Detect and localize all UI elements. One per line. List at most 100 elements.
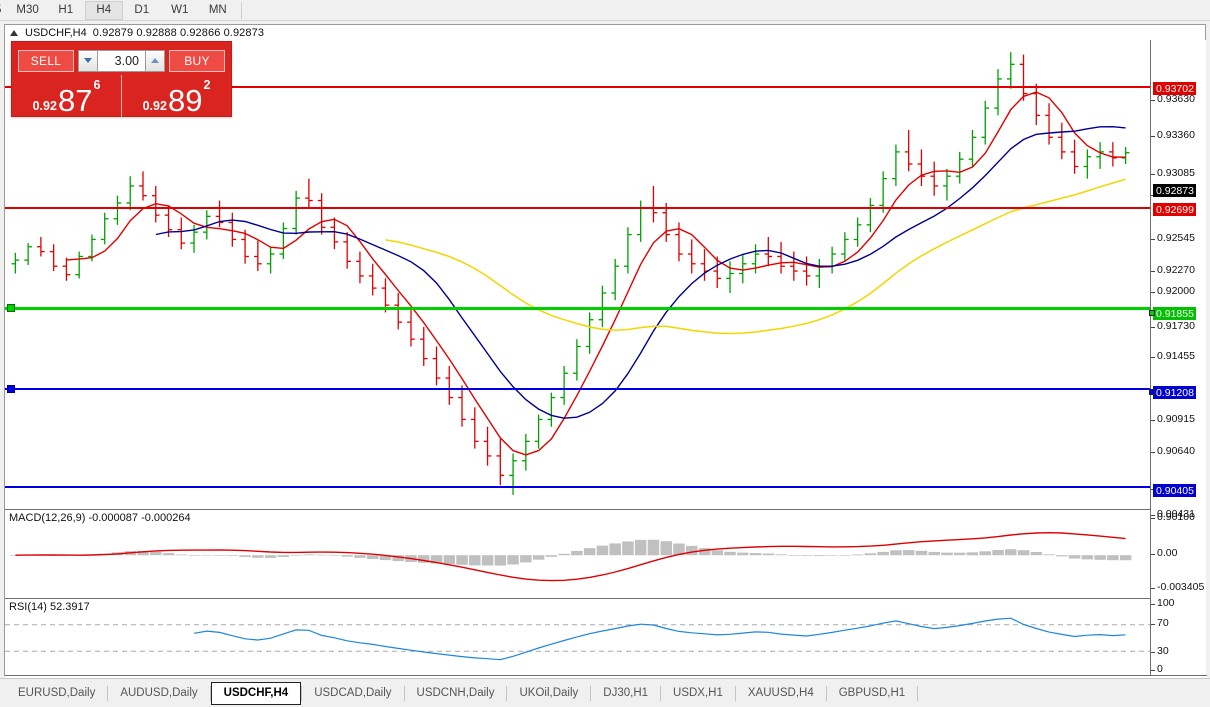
macd-canvas [9, 531, 1132, 582]
price-tick-label: 0.92270 [1157, 264, 1195, 276]
tab-divider [590, 685, 592, 701]
buy-price-button[interactable]: 0.92 89 2 [122, 75, 231, 118]
tick-dash [1151, 271, 1155, 272]
chart-tab-audusd-daily[interactable]: AUDUSD,Daily [120, 687, 198, 699]
chart-symbol-label: USDCHF,H4 [25, 26, 87, 39]
timeframe-button-5[interactable]: 5 [0, 1, 8, 20]
sell-price-point: 6 [93, 78, 101, 92]
chart-window: USDCHF,H4 0.92879 0.92888 0.92866 0.9287… [4, 24, 1207, 691]
level-drag-handle[interactable] [1149, 310, 1155, 316]
buy-price-point: 2 [203, 78, 211, 92]
volume-input[interactable]: 3.00 [98, 49, 145, 72]
level-drag-handle[interactable] [1149, 389, 1155, 395]
price-tag-red[interactable]: 0.93702 [1153, 82, 1196, 95]
price-tick-label: 0.93085 [1157, 167, 1195, 179]
level-anchor-handle[interactable] [7, 385, 15, 393]
chart-tab-xauusd-h4[interactable]: XAUUSD,H4 [747, 687, 814, 699]
tick-dash [1151, 652, 1155, 653]
level-line-support-green[interactable] [5, 304, 1150, 312]
chart-ohlc-values: 0.92879 0.92888 0.92866 0.92873 [92, 26, 265, 39]
buy-button[interactable]: BUY [169, 49, 225, 72]
price-pane[interactable] [5, 40, 1150, 507]
tick-dash [1151, 100, 1155, 101]
rsi-pane[interactable]: RSI(14) 52.3917 [5, 598, 1150, 675]
tick-dash [1151, 174, 1155, 175]
octp-price-row: 0.92 87 6 0.92 89 2 [12, 75, 231, 118]
price-tick-label: 0.90100 [1157, 511, 1195, 523]
sell-button[interactable]: SELL [18, 49, 74, 72]
rsi-scale-label: 30 [1157, 645, 1169, 657]
tick-dash [1151, 624, 1155, 625]
level-line-support-blue-upper[interactable] [5, 385, 1150, 393]
price-tick-label: 0.93360 [1157, 129, 1195, 141]
tab-divider [917, 685, 919, 701]
tick-dash [1151, 515, 1155, 516]
sell-price-main: 87 [57, 83, 93, 118]
price-tag-black[interactable]: 0.92873 [1153, 184, 1196, 197]
timeframe-toolbar: 5 M30 H1 H4 D1 W1 MN [0, 0, 1210, 21]
tick-dash [1151, 357, 1155, 358]
rsi-scale-label: 0 [1157, 663, 1163, 675]
tick-dash [1151, 518, 1155, 519]
price-tag-blue[interactable]: 0.91208 [1149, 386, 1196, 399]
macd-pane[interactable]: MACD(12,26,9) -0.000087 -0.000264 [5, 509, 1150, 597]
tab-divider [403, 685, 405, 701]
tick-dash [1151, 588, 1155, 589]
macd-scale-label: 0.00 [1157, 547, 1178, 559]
tick-dash [1151, 554, 1155, 555]
toolbar-divider [240, 1, 242, 19]
volume-increase-button[interactable] [145, 49, 165, 72]
timeframe-button-h1[interactable]: H1 [58, 4, 74, 16]
timeframe-button-m30[interactable]: M30 [16, 4, 39, 16]
level-line-resistance-mid[interactable] [5, 207, 1150, 209]
tick-dash [1151, 239, 1155, 240]
tick-dash [1151, 136, 1155, 137]
chart-tab-usdchf-h4[interactable]: USDCHF,H4 [210, 681, 302, 705]
octp-controls-row: SELL 3.00 BUY [12, 42, 231, 74]
chart-tab-gbpusd-h1[interactable]: GBPUSD,H1 [838, 687, 906, 699]
level-line-resistance-upper[interactable] [5, 86, 1150, 88]
price-candlestick-canvas [11, 52, 1130, 495]
collapse-triangle-icon[interactable] [10, 29, 18, 36]
timeframe-button-mn[interactable]: MN [208, 4, 227, 16]
level-line-support-blue-lower[interactable] [5, 486, 1150, 488]
chart-tab-usdx-h1[interactable]: USDX,H1 [673, 687, 723, 699]
timeframe-button-d1[interactable]: D1 [134, 4, 150, 16]
rsi-canvas [5, 617, 1150, 661]
tab-divider [107, 685, 109, 701]
tick-dash [1151, 292, 1155, 293]
timeframe-button-h4[interactable]: H4 [84, 0, 123, 20]
one-click-trading-panel[interactable]: SELL 3.00 BUY 0.92 87 6 0.92 89 2 [11, 41, 232, 118]
chart-tab-dj30-h1[interactable]: DJ30,H1 [603, 687, 649, 699]
chart-tab-usdcad-daily[interactable]: USDCAD,Daily [314, 687, 392, 699]
price-tick-label: 0.91730 [1157, 320, 1195, 332]
sell-price-button[interactable]: 0.92 87 6 [12, 75, 122, 118]
price-tag-green[interactable]: 0.91855 [1149, 307, 1196, 320]
tab-divider [660, 685, 662, 701]
chart-header: USDCHF,H4 0.92879 0.92888 0.92866 0.9287… [5, 25, 1205, 40]
price-tag-red[interactable]: 0.92699 [1153, 203, 1196, 216]
volume-decrease-button[interactable] [78, 49, 98, 72]
tab-divider [209, 685, 211, 701]
tab-divider [734, 685, 736, 701]
chevron-up-icon [151, 58, 159, 63]
tab-divider [301, 685, 303, 701]
price-tag-blue[interactable]: 0.90405 [1153, 484, 1196, 497]
volume-stepper[interactable]: 3.00 [78, 49, 165, 72]
chart-tab-eurusd-daily[interactable]: EURUSD,Daily [18, 687, 96, 699]
tab-divider [825, 685, 827, 701]
chart-tab-bar: EURUSD,Daily AUDUSD,Daily USDCHF,H4 USDCAD,… [0, 678, 1210, 707]
macd-scale-label: -0.003405 [1157, 581, 1205, 593]
price-scale[interactable]: 0.936300.933600.930850.928150.925450.922… [1149, 40, 1206, 675]
tick-dash [1151, 670, 1155, 671]
macd-scale-label: 0.00431 [1157, 508, 1195, 520]
tab-divider [506, 685, 508, 701]
chart-tab-usdcnh-daily[interactable]: USDCNH,Daily [416, 687, 495, 699]
timeframe-button-w1[interactable]: W1 [171, 4, 189, 16]
tick-dash [1151, 604, 1155, 605]
chart-tab-ukoil-daily[interactable]: UKOil,Daily [519, 687, 579, 699]
rsi-scale-label: 100 [1157, 597, 1175, 609]
tick-dash [1151, 452, 1155, 453]
level-anchor-handle[interactable] [7, 304, 15, 312]
